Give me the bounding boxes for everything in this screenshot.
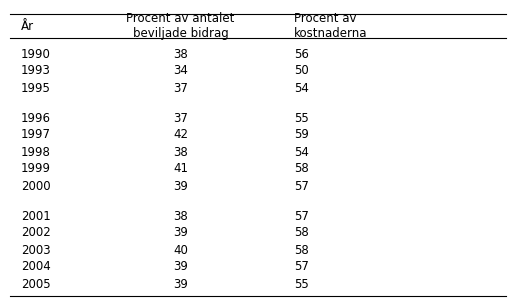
Text: 57: 57 [294,261,309,274]
Text: 54: 54 [294,145,309,158]
Text: Procent av
kostnaderna: Procent av kostnaderna [294,12,367,40]
Text: 2001: 2001 [21,209,51,222]
Text: 58: 58 [294,162,309,175]
Text: 2002: 2002 [21,227,51,239]
Text: 39: 39 [173,227,188,239]
Text: 39: 39 [173,278,188,291]
Text: Procent av antalet
beviljade bidrag: Procent av antalet beviljade bidrag [126,12,235,40]
Text: 50: 50 [294,65,309,78]
Text: 57: 57 [294,209,309,222]
Text: 37: 37 [173,112,188,125]
Text: 39: 39 [173,179,188,192]
Text: 1995: 1995 [21,82,51,95]
Text: 42: 42 [173,128,188,142]
Text: 58: 58 [294,244,309,257]
Text: 38: 38 [173,48,188,61]
Text: 54: 54 [294,82,309,95]
Text: 56: 56 [294,48,309,61]
Text: 1993: 1993 [21,65,51,78]
Text: 41: 41 [173,162,188,175]
Text: 1999: 1999 [21,162,51,175]
Text: 1997: 1997 [21,128,51,142]
Text: 34: 34 [173,65,188,78]
Text: År: År [21,19,34,32]
Text: 2003: 2003 [21,244,50,257]
Text: 2005: 2005 [21,278,50,291]
Text: 38: 38 [173,145,188,158]
Text: 40: 40 [173,244,188,257]
Text: 2000: 2000 [21,179,50,192]
Text: 59: 59 [294,128,309,142]
Text: 1996: 1996 [21,112,51,125]
Text: 38: 38 [173,209,188,222]
Text: 2004: 2004 [21,261,51,274]
Text: 55: 55 [294,278,309,291]
Text: 57: 57 [294,179,309,192]
Text: 1990: 1990 [21,48,51,61]
Text: 55: 55 [294,112,309,125]
Text: 1998: 1998 [21,145,51,158]
Text: 58: 58 [294,227,309,239]
Text: 37: 37 [173,82,188,95]
Text: 39: 39 [173,261,188,274]
